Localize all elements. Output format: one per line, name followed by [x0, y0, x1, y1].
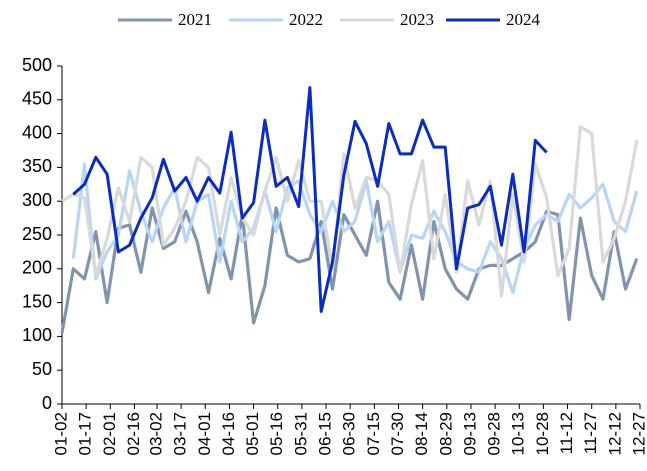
y-tick-label: 350	[22, 156, 52, 176]
x-tick-label: 01-17	[76, 412, 95, 455]
y-tick-label: 150	[22, 291, 52, 311]
series-line	[72, 86, 548, 313]
x-tick-label: 05-16	[267, 412, 286, 455]
y-tick-label: 250	[22, 224, 52, 244]
x-tick-label: 09-28	[485, 412, 504, 455]
x-tick-label: 03-02	[146, 412, 165, 455]
x-tick-label: 07-30	[388, 412, 407, 455]
y-tick-label: 300	[22, 190, 52, 210]
x-tick-label: 07-15	[364, 412, 383, 455]
x-tick-label: 08-29	[436, 412, 455, 455]
y-tick-label: 50	[32, 359, 52, 379]
x-tick-label: 12-12	[605, 412, 624, 455]
legend-label: 2021	[178, 10, 212, 29]
legend-label: 2024	[506, 10, 541, 29]
y-tick-label: 400	[22, 122, 52, 142]
x-tick-label: 10-28	[533, 412, 552, 455]
y-tick-label: 450	[22, 89, 52, 109]
x-tick-label: 09-13	[460, 412, 479, 455]
series-line	[71, 162, 639, 295]
x-tick-label: 03-17	[171, 412, 190, 455]
x-tick-label: 04-16	[219, 412, 238, 455]
x-tick-label: 06-15	[316, 412, 335, 455]
y-tick-label: 500	[22, 55, 52, 75]
x-tick-label: 02-01	[100, 412, 119, 455]
x-tick-label: 01-02	[51, 412, 70, 455]
y-tick-label: 100	[22, 325, 52, 345]
legend-label: 2023	[400, 10, 434, 29]
x-tick-label: 08-14	[412, 412, 431, 455]
x-tick-label: 11-12	[557, 412, 576, 454]
x-tick-label: 04-01	[195, 412, 214, 455]
y-tick-label: 200	[22, 258, 52, 278]
x-tick-label: 10-13	[509, 412, 528, 455]
x-tick-label: 05-31	[291, 412, 310, 455]
x-tick-label: 06-30	[340, 412, 359, 455]
series-line	[61, 125, 639, 298]
x-tick-label: 02-16	[124, 412, 143, 455]
y-tick-label: 0	[42, 393, 52, 413]
x-tick-label: 05-01	[243, 412, 262, 455]
x-tick-label: 12-27	[629, 412, 647, 455]
legend-label: 2022	[289, 10, 323, 29]
x-tick-label: 11-27	[581, 412, 600, 454]
